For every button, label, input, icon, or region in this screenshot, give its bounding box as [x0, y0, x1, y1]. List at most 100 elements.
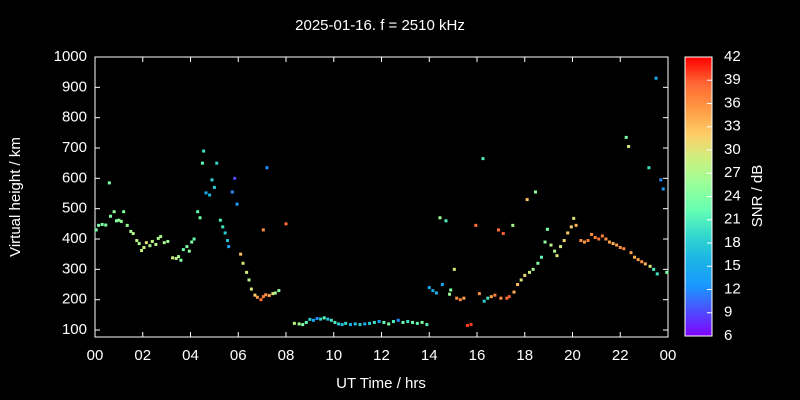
point [255, 295, 259, 299]
colorbar-cell [685, 168, 712, 172]
point [531, 267, 535, 271]
point [590, 232, 594, 236]
point [448, 292, 452, 296]
colorbar-cell [685, 327, 712, 331]
point [221, 225, 225, 229]
point [444, 219, 448, 223]
point [181, 248, 185, 252]
colorbar-tick-label: 33 [724, 118, 741, 135]
colorbar-cell [685, 160, 712, 164]
colorbar-tick-label: 15 [724, 257, 741, 274]
colorbar-cell [685, 294, 712, 298]
colorbar-cell [685, 79, 712, 83]
point [553, 249, 557, 253]
x-tick-label: 02 [134, 347, 151, 364]
colorbar-cell [685, 188, 712, 192]
colorbar-cell [685, 271, 712, 276]
point [600, 234, 604, 238]
y-tick-label: 100 [62, 321, 87, 338]
point [586, 239, 590, 243]
point [235, 202, 239, 206]
point [185, 245, 189, 249]
colorbar-cell [685, 263, 712, 267]
point [154, 242, 158, 246]
colorbar-cell [685, 90, 712, 94]
colorbar-cell [685, 151, 712, 156]
colorbar-cell [685, 129, 712, 133]
y-tick-label: 200 [62, 291, 87, 308]
colorbar-cell [685, 121, 712, 125]
point [137, 242, 141, 246]
point [652, 267, 656, 271]
point [148, 244, 152, 248]
point [452, 267, 456, 271]
point [265, 166, 269, 170]
colorbar-cell [685, 157, 712, 161]
colorbar-cell [685, 238, 712, 242]
point [162, 241, 166, 245]
point [230, 190, 234, 194]
colorbar-cell [685, 176, 712, 181]
point [648, 264, 652, 268]
colorbar-cell [685, 163, 712, 167]
y-tick-label: 400 [62, 230, 87, 247]
colorbar-cell [685, 126, 712, 131]
colorbar-cell [685, 135, 712, 139]
x-tick-label: 12 [373, 347, 390, 364]
point [597, 237, 601, 241]
colorbar-cell [685, 232, 712, 237]
point [125, 223, 129, 227]
colorbar-cell [685, 202, 712, 206]
point [171, 256, 175, 260]
point [202, 149, 206, 153]
point [449, 288, 453, 292]
colorbar-cell [685, 285, 712, 290]
colorbar-cell [685, 204, 712, 209]
colorbar-cell [685, 185, 712, 189]
x-tick-label: 18 [516, 347, 533, 364]
point [196, 210, 200, 214]
point [119, 219, 123, 223]
point [659, 178, 663, 182]
point [525, 198, 529, 202]
point [131, 232, 135, 236]
y-axis-label: Virtual height / km [7, 137, 24, 257]
point [569, 225, 573, 229]
colorbar-cell [685, 305, 712, 309]
colorbar-cell [685, 207, 712, 211]
point [159, 235, 163, 239]
point [348, 323, 352, 327]
colorbar-cell [685, 224, 712, 228]
colorbar-cell [685, 154, 712, 158]
colorbar-cell [685, 221, 712, 225]
colorbar-cell [685, 235, 712, 239]
point [322, 316, 326, 320]
point [204, 191, 208, 195]
point [438, 216, 442, 220]
x-tick-label: 06 [230, 347, 247, 364]
colorbar-tick-label: 39 [724, 71, 741, 88]
point [665, 270, 669, 274]
point [215, 161, 219, 165]
colorbar-cell [685, 98, 712, 103]
colorbar-cell [685, 308, 712, 312]
colorbar-cell [685, 229, 712, 234]
point [239, 252, 243, 256]
plot-frame [94, 56, 669, 338]
point [636, 258, 640, 262]
point [655, 272, 659, 276]
point [142, 246, 146, 250]
point [431, 289, 435, 293]
colorbar-cell [685, 140, 712, 144]
colorbar-cell [685, 288, 712, 292]
colorbar-cell [685, 213, 712, 217]
point [271, 292, 275, 296]
colorbar-cell [685, 68, 712, 72]
colorbar-cell [685, 196, 712, 200]
y-tick-label: 900 [62, 78, 87, 95]
colorbar-cell [685, 107, 712, 111]
colorbar-cell [685, 87, 712, 91]
colorbar-cell [685, 165, 712, 170]
colorbar-tick-label: 30 [724, 141, 741, 158]
